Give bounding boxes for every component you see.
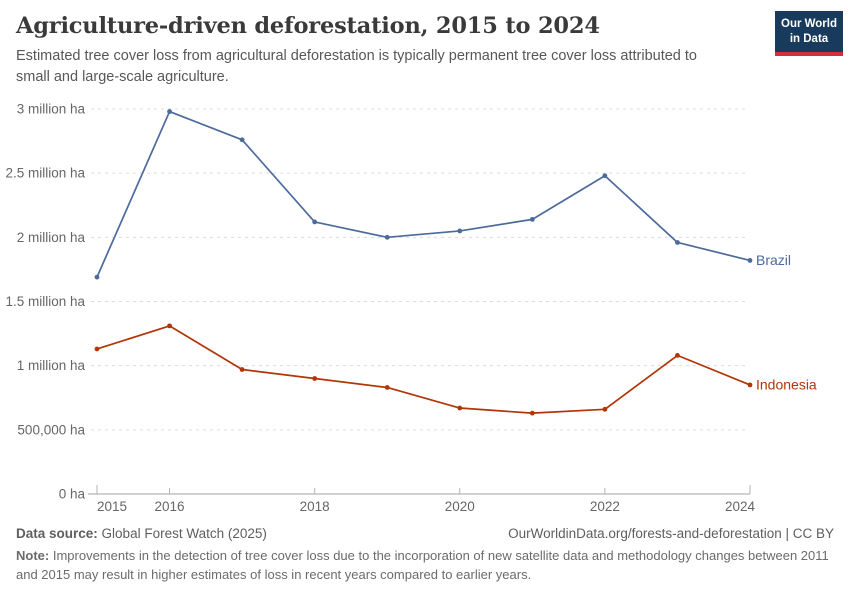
brazil-point-2016[interactable] xyxy=(167,109,172,114)
indonesia-point-2020[interactable] xyxy=(457,405,463,411)
brazil-point-2022[interactable] xyxy=(602,173,608,179)
note-text: Improvements in the detection of tree co… xyxy=(16,548,829,582)
chart-header: Agriculture-driven deforestation, 2015 t… xyxy=(0,0,850,88)
indonesia-point-2021[interactable] xyxy=(529,410,535,416)
indonesia-point-2018[interactable] xyxy=(312,376,318,381)
y-tick-label: 2 million ha xyxy=(17,230,86,245)
indonesia-point-2024[interactable] xyxy=(747,382,753,388)
note-label: Note: xyxy=(16,548,50,564)
chart-subtitle: Estimated tree cover loss from agricultu… xyxy=(16,48,697,86)
data-source-value: Global Forest Watch (2025) xyxy=(101,526,267,542)
y-tick-label: 0 ha xyxy=(59,487,86,502)
y-tick-label: 1.5 million ha xyxy=(5,294,85,309)
deforestation-chart[interactable]: 0 ha 500,000 ha 1 million ha 1.5 million ha… xyxy=(0,90,850,524)
indonesia-point-2016[interactable] xyxy=(167,323,172,329)
series-label-brazil[interactable]: Brazil xyxy=(756,252,791,268)
attribution-link[interactable]: OurWorldinData.org/forests-and-deforesta… xyxy=(508,526,834,542)
brazil-point-2021[interactable] xyxy=(529,216,535,222)
source-row: Data source: Global Forest Watch (2025) … xyxy=(16,526,834,541)
series-label-indonesia[interactable]: Indonesia xyxy=(756,376,817,392)
owid-logo-line1: Our World xyxy=(781,18,838,30)
indonesia-point-2023[interactable] xyxy=(675,353,680,358)
indonesia-point-2015[interactable] xyxy=(94,346,100,352)
chart-footer: Data source: Global Forest Watch (2025) … xyxy=(0,524,850,585)
data-source: Data source: Global Forest Watch (2025) xyxy=(16,526,267,541)
brazil-point-2020[interactable] xyxy=(457,228,463,234)
chart-title: Agriculture-driven deforestation, 2015 t… xyxy=(16,13,600,39)
brazil-point-2018[interactable] xyxy=(312,219,318,225)
brazil-point-2019[interactable] xyxy=(384,234,390,240)
indonesia-point-2017[interactable] xyxy=(239,367,245,372)
y-tick-label: 3 million ha xyxy=(17,102,86,117)
brazil-point-2023[interactable] xyxy=(675,240,680,245)
x-tick-label-2018: 2018 xyxy=(300,499,330,514)
brazil-line[interactable] xyxy=(96,110,751,278)
x-tick-label-2020: 2020 xyxy=(445,499,475,514)
indonesia-point-2019[interactable] xyxy=(384,385,390,390)
x-tick-label-2015: 2015 xyxy=(97,499,127,514)
brazil-point-2017[interactable] xyxy=(239,137,245,143)
brazil-point-2015[interactable] xyxy=(94,274,100,280)
x-tick-label-2024: 2024 xyxy=(725,499,756,514)
note-row: Note: Improvements in the detection of t… xyxy=(16,547,834,585)
y-tick-label: 1 million ha xyxy=(17,358,86,373)
chart-figure: 0 ha 500,000 ha 1 million ha 1.5 million ha… xyxy=(0,90,850,524)
x-tick-label-2016: 2016 xyxy=(155,499,185,514)
y-tick-label: 500,000 ha xyxy=(17,422,85,437)
brazil-point-2024[interactable] xyxy=(747,258,753,263)
indonesia-point-2022[interactable] xyxy=(602,406,608,412)
owid-logo-line2: in Data xyxy=(789,32,829,45)
x-tick-label-2022: 2022 xyxy=(590,499,620,514)
owid-logo[interactable]: Our World in Data xyxy=(775,11,843,56)
data-source-label: Data source: xyxy=(16,526,98,542)
y-tick-label: 2.5 million ha xyxy=(5,166,85,181)
indonesia-line[interactable] xyxy=(96,325,751,415)
